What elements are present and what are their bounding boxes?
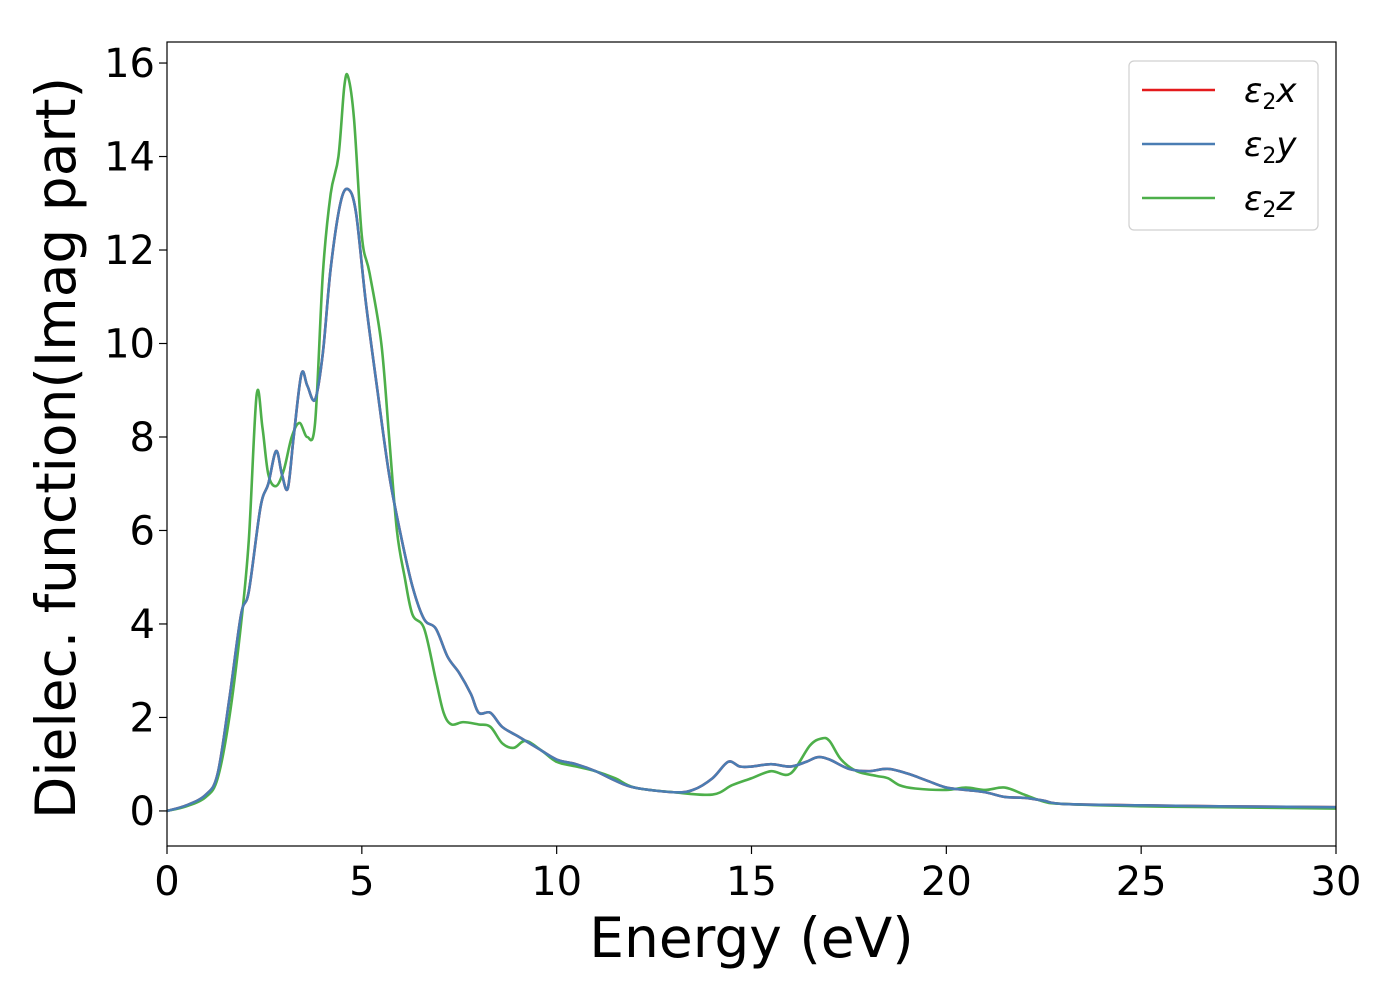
x-tick-label: 10 bbox=[531, 859, 582, 905]
legend-label-z: ε2z bbox=[1244, 179, 1295, 223]
legend-box bbox=[1128, 60, 1319, 231]
series-layer bbox=[167, 72, 1336, 813]
legend-label-x: ε2x bbox=[1244, 71, 1297, 115]
y-tick-label: 2 bbox=[130, 695, 155, 741]
y-tick-label: 16 bbox=[104, 41, 155, 87]
x-axis-label: Energy (eV) bbox=[589, 906, 913, 970]
x-tick-label: 25 bbox=[1116, 859, 1167, 905]
series-line-y bbox=[167, 187, 1336, 813]
y-tick-label: 0 bbox=[130, 789, 155, 835]
x-axis: 0 5 10 15 20 25 30 bbox=[154, 846, 1361, 905]
y-axis-label: Dielec. function(Imag part) bbox=[24, 77, 88, 819]
x-tick-label: 30 bbox=[1311, 859, 1362, 905]
x-tick-label: 20 bbox=[921, 859, 972, 905]
y-tick-label: 8 bbox=[130, 415, 155, 461]
y-tick-label: 4 bbox=[130, 602, 155, 648]
x-tick-label: 0 bbox=[154, 859, 179, 905]
y-tick-label: 14 bbox=[104, 135, 155, 181]
y-tick-label: 12 bbox=[104, 228, 155, 274]
legend-label-y: ε2y bbox=[1244, 125, 1297, 169]
x-tick-label: 15 bbox=[726, 859, 777, 905]
x-tick-label: 5 bbox=[349, 859, 374, 905]
y-tick-label: 6 bbox=[130, 508, 155, 554]
y-tick-label: 10 bbox=[104, 322, 155, 368]
series-line-z bbox=[167, 72, 1336, 813]
legend: ε2x ε2y ε2z bbox=[1128, 60, 1319, 231]
y-axis: 0 2 4 6 8 10 12 14 16 bbox=[104, 41, 167, 835]
